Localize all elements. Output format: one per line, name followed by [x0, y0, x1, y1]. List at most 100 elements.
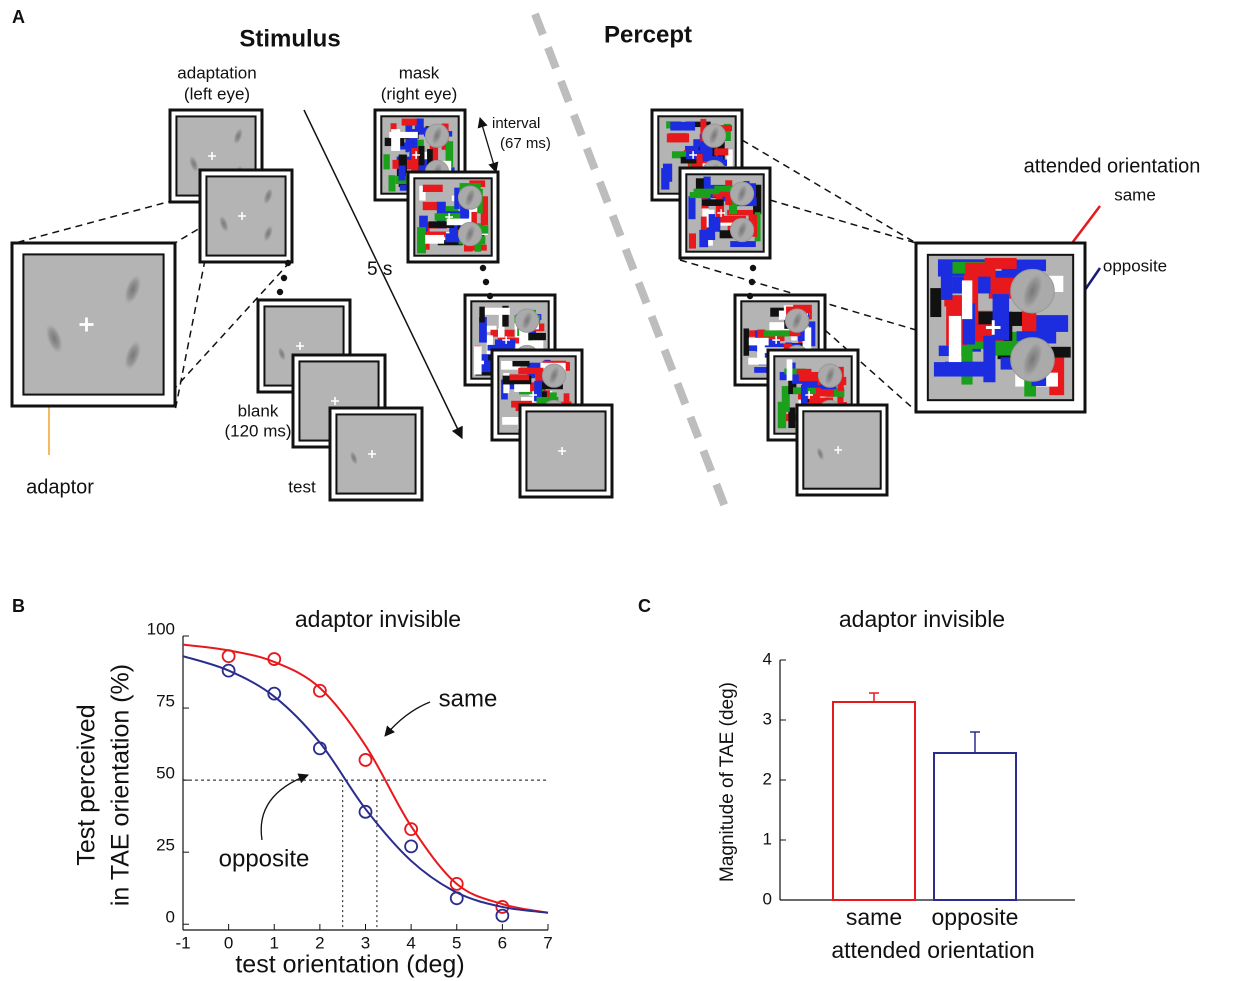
- data-point: [404, 839, 419, 854]
- mask-patch: [670, 121, 696, 131]
- mask-patch: [399, 142, 416, 150]
- grating: [232, 127, 244, 146]
- mask-patch: [754, 212, 761, 242]
- fixation-cross: [772, 336, 780, 344]
- series-label: same: [439, 685, 498, 712]
- data-point: [404, 822, 419, 837]
- mask-patch: [498, 308, 505, 330]
- mask-patch: [693, 139, 700, 154]
- heading: Stimulus: [239, 25, 340, 52]
- x-axis-label: test orientation (deg): [235, 951, 464, 979]
- x-tick-label: 0: [224, 933, 233, 952]
- chart-title: adaptor invisible: [839, 606, 1005, 632]
- grating: [816, 446, 825, 462]
- mask-patch: [983, 335, 996, 383]
- data-point: [221, 663, 236, 678]
- mask-patch: [798, 324, 805, 342]
- mask-patch: [512, 360, 530, 367]
- mask-patch: [699, 156, 724, 164]
- grating: [430, 124, 444, 147]
- zoom-line: [14, 199, 176, 244]
- data-point: [312, 683, 327, 698]
- stimulus-frame: [10, 241, 177, 408]
- label: (67 ms): [500, 135, 551, 152]
- mask-patch: [422, 184, 443, 193]
- stimulus-frame: [198, 168, 294, 264]
- label: adaptation: [177, 63, 256, 82]
- fixation-cross: [834, 446, 842, 454]
- panel-label: A: [12, 7, 25, 27]
- grating: [823, 364, 837, 387]
- mask-patch: [418, 145, 425, 171]
- x-tick-label: 7: [543, 933, 552, 952]
- label: adaptor: [26, 476, 94, 498]
- mask-patch: [714, 185, 734, 192]
- mask-patch: [475, 369, 491, 376]
- mask-patch: [757, 329, 766, 345]
- mask-patch: [688, 196, 696, 220]
- grating: [707, 124, 721, 147]
- y-axis-label: Test perceived: [73, 704, 101, 865]
- fixation-cross: [412, 151, 420, 159]
- mask-patch: [730, 241, 756, 248]
- mask-patch: [388, 175, 396, 192]
- grating: [277, 346, 287, 362]
- mask-patch: [809, 397, 834, 407]
- mask-patch: [815, 387, 835, 397]
- mask-patch: [961, 333, 973, 385]
- mask-patch: [827, 388, 845, 397]
- fixation-cross: [558, 447, 566, 455]
- grating: [349, 450, 359, 466]
- ellipsis-dot: [749, 264, 757, 272]
- mask-patch: [702, 198, 709, 216]
- grating: [188, 154, 200, 173]
- ellipsis-dot: [479, 264, 487, 272]
- grating: [262, 187, 274, 206]
- fixation-cross: [529, 391, 537, 399]
- mask-patch: [534, 380, 543, 401]
- panel-a: A Stimulus Percept adaptation (left eye)…: [10, 7, 1201, 514]
- mask-patch: [779, 371, 808, 381]
- mask-patch: [743, 328, 750, 356]
- label: blank: [238, 401, 279, 420]
- label: attended orientation: [1024, 155, 1201, 177]
- zoom-line: [741, 139, 917, 244]
- y-tick-label: 75: [156, 692, 175, 711]
- y-axis-label: Magnitude of TAE (deg): [717, 682, 738, 882]
- fixation-cross: [79, 317, 94, 332]
- mask-patch: [753, 184, 762, 215]
- label: 5 s: [367, 259, 392, 280]
- mask-patch: [479, 306, 485, 323]
- panel-label: C: [638, 596, 651, 616]
- fixation-cross: [502, 336, 510, 344]
- ellipsis-dot: [482, 278, 490, 286]
- mask-patch: [748, 337, 769, 346]
- data-point: [495, 900, 510, 914]
- x-tick-label: -1: [175, 933, 190, 952]
- fixation-cross: [368, 450, 376, 458]
- mask-patch: [754, 367, 778, 373]
- mask-patch: [502, 417, 520, 425]
- mask-patch: [700, 216, 707, 235]
- grating: [262, 224, 274, 243]
- mask-patch: [706, 214, 716, 241]
- mask-patch: [940, 261, 953, 300]
- mask-patch: [422, 201, 446, 211]
- annotation-arrow: [384, 701, 431, 737]
- time-arrow: [303, 109, 463, 440]
- bar: [832, 701, 916, 901]
- mask-patch: [417, 227, 426, 254]
- mask-patch: [689, 192, 711, 199]
- mask-patch: [383, 154, 390, 170]
- mask-patch: [712, 188, 730, 197]
- y-tick-label: 2: [763, 769, 772, 788]
- data-point: [267, 686, 282, 701]
- mask-patch: [809, 321, 816, 347]
- fixation-cross: [296, 342, 304, 350]
- mask-patch: [509, 374, 529, 381]
- mask-patch: [480, 196, 489, 226]
- mask-patch: [389, 131, 418, 139]
- mask-patch: [984, 257, 1017, 269]
- mask-patch: [519, 388, 544, 395]
